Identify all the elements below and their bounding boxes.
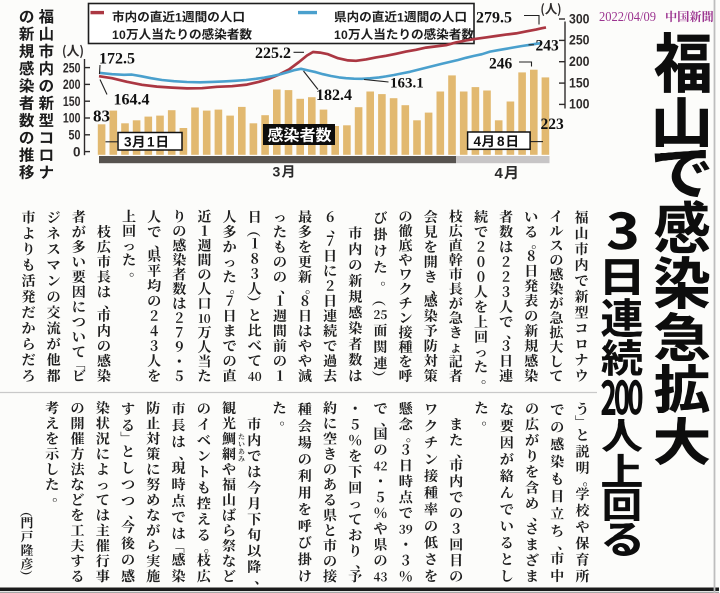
svg-text:250: 250 <box>63 60 81 75</box>
svg-text:50: 50 <box>69 128 81 143</box>
svg-text:246: 246 <box>489 56 513 73</box>
svg-text:3: 3 <box>273 164 281 180</box>
svg-text:243: 243 <box>536 38 560 55</box>
svg-text:1: 1 <box>175 10 182 24</box>
svg-text:1: 1 <box>334 28 341 42</box>
svg-text:100: 100 <box>569 96 590 112</box>
svg-text:200: 200 <box>63 77 81 92</box>
svg-text:163.1: 163.1 <box>390 76 424 92</box>
svg-text:4: 4 <box>474 134 482 149</box>
svg-text:172.5: 172.5 <box>99 51 135 68</box>
svg-text:150: 150 <box>569 74 590 90</box>
svg-text:2022/04/09: 2022/04/09 <box>599 9 656 24</box>
svg-text:223: 223 <box>541 116 565 133</box>
svg-text:0: 0 <box>119 28 126 42</box>
svg-text:225.2: 225.2 <box>255 45 291 62</box>
svg-text:250: 250 <box>569 32 590 48</box>
svg-text:3: 3 <box>124 135 132 150</box>
svg-text:200: 200 <box>569 53 590 69</box>
svg-text:100: 100 <box>63 111 81 126</box>
svg-text:1: 1 <box>112 28 119 42</box>
svg-text:1: 1 <box>147 135 155 150</box>
svg-text:164.4: 164.4 <box>114 92 150 109</box>
svg-text:4: 4 <box>495 165 504 182</box>
svg-text:182.4: 182.4 <box>316 87 352 104</box>
svg-text:300: 300 <box>569 10 590 26</box>
svg-text:279.5: 279.5 <box>476 10 512 27</box>
svg-text:0: 0 <box>73 144 81 159</box>
svg-text:8: 8 <box>497 134 505 149</box>
svg-text:150: 150 <box>63 94 81 109</box>
svg-text:1: 1 <box>397 10 404 24</box>
svg-text:83: 83 <box>93 107 110 126</box>
svg-text:0: 0 <box>341 28 348 42</box>
